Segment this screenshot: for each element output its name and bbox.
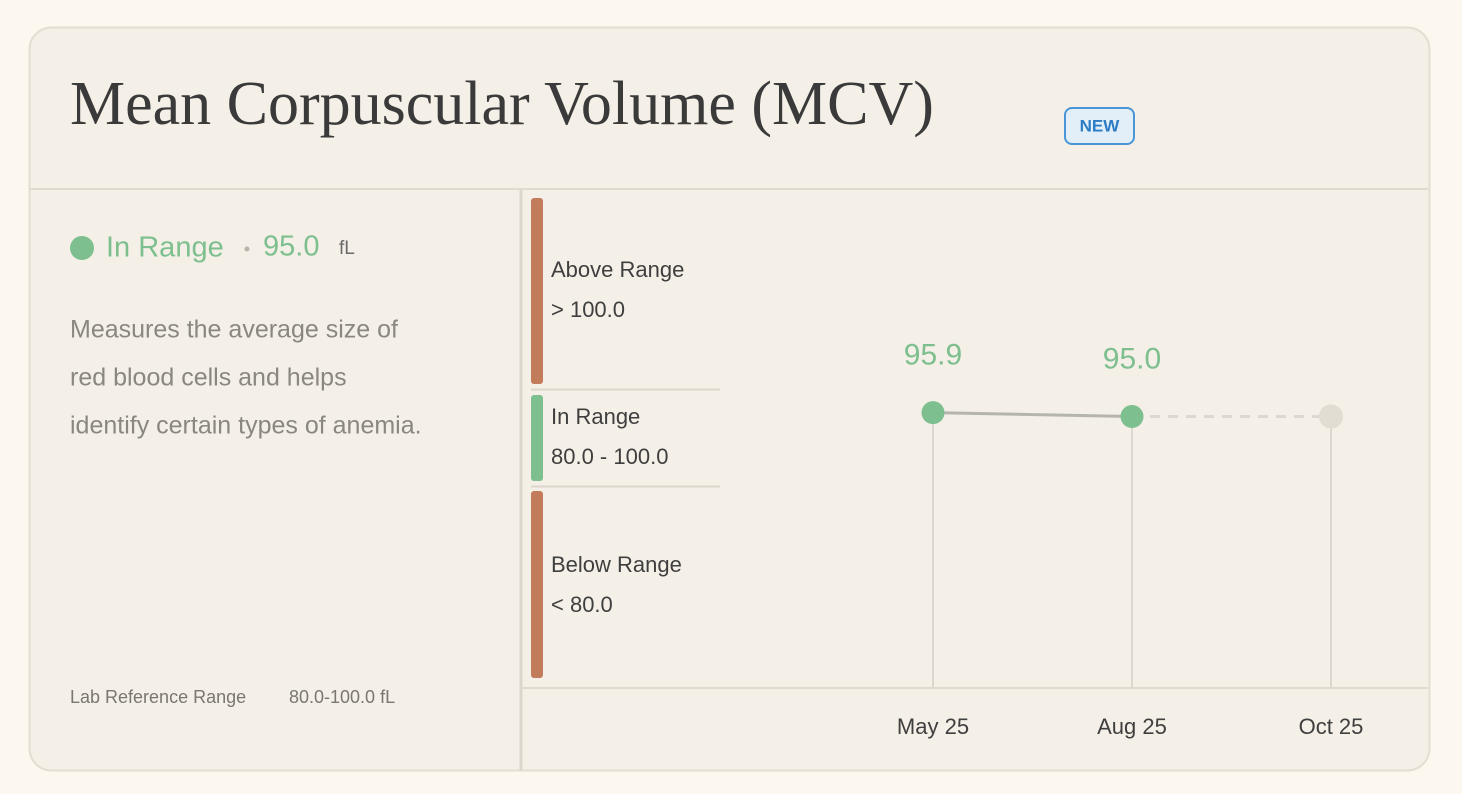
range-bar — [531, 198, 543, 384]
data-label: 95.9 — [904, 339, 962, 372]
card — [28, 26, 1431, 772]
data-point — [921, 401, 945, 425]
trend-line — [932, 411, 1133, 418]
badge — [1064, 107, 1135, 145]
separator-dot — [244, 246, 250, 252]
status-dot — [70, 236, 94, 260]
range-bar — [531, 395, 543, 481]
description-line: red blood cells and helps — [70, 364, 347, 392]
reference-label: Lab Reference Range — [70, 687, 246, 707]
current-value: 95.0 — [263, 231, 319, 263]
range-bar — [531, 491, 543, 678]
description-line: Measures the average size of — [70, 316, 398, 344]
x-tick-label: Oct 25 — [1299, 714, 1364, 739]
range-label: > 100.0 — [551, 297, 625, 322]
title: Mean Corpuscular Volume (MCV) — [70, 70, 934, 138]
x-tick-label: Aug 25 — [1097, 714, 1167, 739]
range-name: Below Range — [551, 552, 682, 577]
description-line: identify certain types of anemia. — [70, 412, 422, 440]
range-label: 80.0 - 100.0 — [551, 444, 668, 469]
range-label: < 80.0 — [551, 592, 613, 617]
future-point — [1319, 404, 1343, 429]
reference-value: 80.0-100.0 fL — [289, 687, 395, 707]
x-tick-label: May 25 — [897, 714, 969, 739]
status: In Range — [106, 232, 224, 264]
range-name: Above Range — [551, 257, 684, 282]
unit: fL — [339, 238, 355, 259]
data-label: 95.0 — [1103, 342, 1161, 375]
badge-text: NEW — [1080, 116, 1121, 135]
range-name: In Range — [551, 404, 640, 429]
data-point — [1120, 405, 1144, 428]
